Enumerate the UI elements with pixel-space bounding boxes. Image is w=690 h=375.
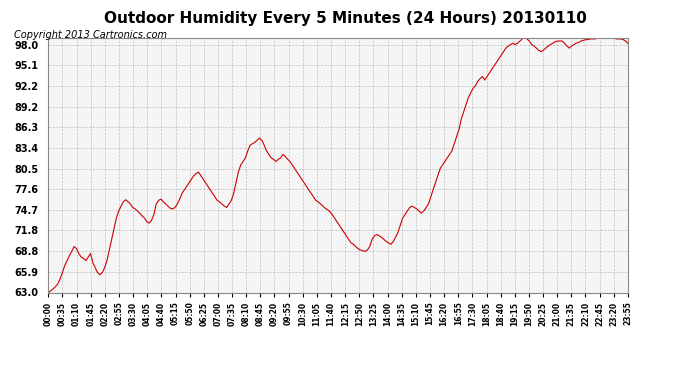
Text: Humidity  (%): Humidity (%): [580, 24, 662, 34]
Text: Outdoor Humidity Every 5 Minutes (24 Hours) 20130110: Outdoor Humidity Every 5 Minutes (24 Hou…: [104, 11, 586, 26]
Text: Copyright 2013 Cartronics.com: Copyright 2013 Cartronics.com: [14, 30, 167, 40]
